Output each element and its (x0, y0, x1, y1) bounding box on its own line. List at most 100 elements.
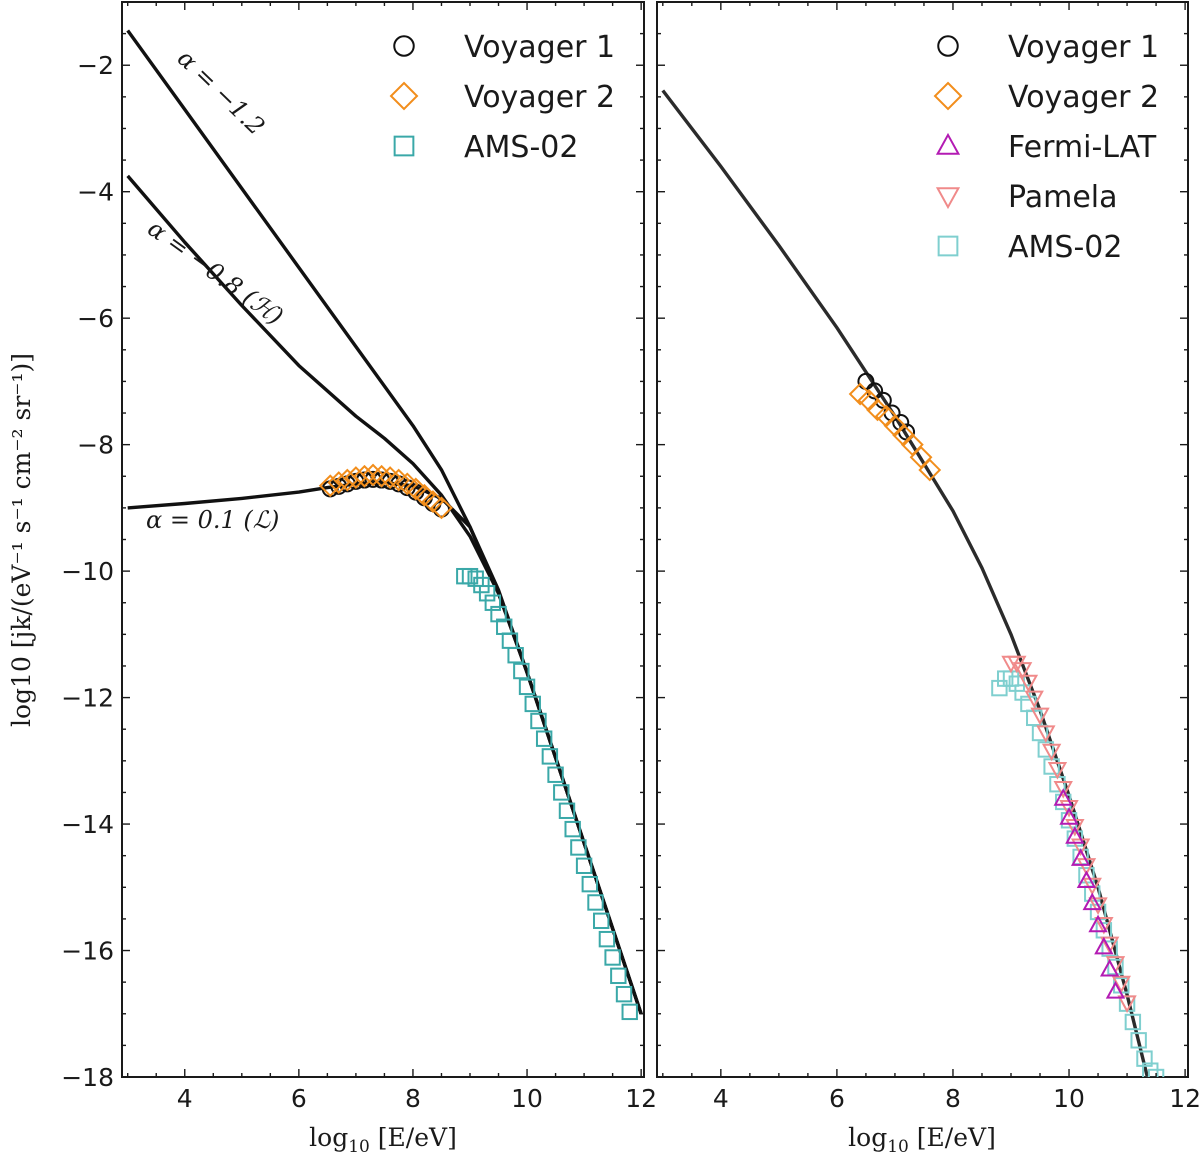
left-x-axis-label: log10 [E/eV] (309, 1123, 457, 1156)
point-pamela (1088, 897, 1108, 915)
legend-label-ams-02: AMS-02 (464, 130, 578, 165)
y-axis-label: log10 [jk/(eV⁻¹ s⁻¹ cm⁻² sr⁻¹)] (7, 353, 36, 727)
point-ams-02 (507, 647, 524, 664)
y-tick-label: −12 (61, 684, 114, 713)
point-pamela (1047, 762, 1068, 780)
point-ams-02 (484, 594, 502, 611)
legend-label-pamela: Pamela (1008, 180, 1118, 215)
point-ams-02 (524, 695, 541, 713)
point-ams-02 (581, 875, 599, 893)
point-fermi-lat (1070, 848, 1091, 866)
point-ams-02 (478, 585, 496, 602)
point-voyager-2 (866, 398, 889, 422)
point-ams-02 (604, 949, 621, 966)
left-ticks: 4 6 8 10 12 −18 −16 −14 −12 −10 −8 −6 −4 −2 (61, 1, 657, 1113)
point-fermi-lat (1094, 936, 1114, 955)
point-ams-02 (535, 730, 553, 747)
point-fermi-lat (1082, 892, 1102, 911)
point-voyager-2 (361, 463, 385, 487)
right-x-axis-label: log10 [E/eV] (848, 1123, 996, 1156)
point-ams-02 (541, 748, 559, 765)
point-voyager-1 (364, 470, 382, 488)
left-x-label-rest: [E/eV] (370, 1123, 457, 1152)
point-ams-02 (547, 766, 564, 783)
point-ams-02 (1124, 1013, 1142, 1031)
point-voyager-2 (848, 382, 872, 406)
right-panel: 4 6 8 10 12 Voyager 1 Voyager 2 Fermi-LAT Pamel… (656, 1, 1200, 1156)
right-x-label-rest: [E/eV] (909, 1123, 996, 1152)
point-voyager-2 (370, 464, 393, 488)
left-legend: Voyager 1 Voyager 2 AMS-02 (389, 30, 615, 165)
x-tick-label: 6 (291, 1084, 307, 1113)
point-pamela (1111, 975, 1131, 994)
point-pamela (1117, 995, 1137, 1013)
point-ams-02 (1107, 958, 1124, 976)
point-ams-02 (564, 820, 581, 838)
y-tick-label: −14 (61, 810, 114, 839)
legend-marker-ams-02 (393, 135, 415, 157)
legend-marker-ams-02 (937, 235, 959, 257)
point-ams-02 (530, 712, 547, 730)
point-ams-02 (473, 576, 490, 594)
legend-marker-voyager-1 (937, 35, 959, 57)
point-ams-02 (558, 802, 576, 819)
annotation-alpha-0-1: α = 0.1 (ℒ) (146, 506, 279, 534)
x-tick-label: 12 (1169, 1084, 1200, 1113)
point-ams-02 (570, 839, 587, 856)
point-voyager-2 (327, 471, 351, 495)
point-ams-02 (490, 605, 507, 623)
legend-marker-voyager-2 (933, 81, 963, 111)
x-tick-label: 8 (405, 1084, 421, 1113)
point-pamela (1012, 662, 1033, 680)
point-ams-02 (593, 912, 610, 930)
point-ams-02 (615, 985, 633, 1003)
point-fermi-lat (1099, 958, 1120, 977)
point-ams-02 (1101, 940, 1118, 957)
x-tick-label: 10 (1053, 1084, 1085, 1113)
point-ams-02 (518, 678, 536, 696)
point-voyager-2 (318, 474, 342, 498)
point-pamela (1024, 690, 1044, 709)
point-ams-02 (575, 857, 593, 874)
point-ams-02 (621, 1003, 638, 1021)
right-x-label-sub: 10 (887, 1137, 909, 1156)
point-fermi-lat (1088, 914, 1108, 933)
legend-label-voyager-1: Voyager 1 (1008, 30, 1159, 65)
y-tick-label: −10 (61, 557, 114, 586)
y-tick-label: −16 (61, 937, 114, 966)
x-tick-label: 12 (625, 1084, 657, 1113)
point-ams-02 (587, 894, 604, 911)
point-ams-02 (461, 567, 479, 585)
point-voyager-2 (412, 483, 436, 507)
point-fermi-lat (1053, 788, 1073, 806)
point-voyager-2 (378, 466, 402, 489)
point-voyager-2 (421, 490, 445, 513)
x-tick-label: 4 (713, 1084, 729, 1113)
left-plot-frame (121, 1, 645, 1078)
legend-label-voyager-1: Voyager 1 (464, 30, 615, 65)
model-curve-0-1 (127, 480, 643, 1015)
x-tick-label: 4 (177, 1084, 193, 1113)
y-tick-label: −6 (77, 304, 114, 333)
point-ams-02 (513, 662, 530, 680)
point-pamela (1094, 916, 1114, 935)
left-x-label-base: log (309, 1123, 348, 1152)
point-pamela (1053, 781, 1073, 799)
point-ams-02 (1130, 1032, 1147, 1049)
y-tick-label: −8 (77, 431, 114, 460)
point-pamela (1018, 674, 1039, 693)
point-fermi-lat (1105, 981, 1126, 999)
right-x-label-base: log (848, 1123, 887, 1152)
point-pamela (1099, 936, 1120, 955)
y-tick-label: −4 (77, 178, 114, 207)
point-ams-02 (991, 679, 1008, 697)
point-pamela (1041, 743, 1062, 762)
point-fermi-lat (1065, 826, 1085, 844)
point-ams-02 (598, 930, 616, 948)
point-fermi-lat (1059, 807, 1079, 825)
point-ams-02 (1136, 1050, 1153, 1067)
point-ams-02 (1147, 1068, 1165, 1077)
left-x-label-sub: 10 (348, 1137, 370, 1156)
legend-marker-voyager-2 (389, 81, 419, 111)
